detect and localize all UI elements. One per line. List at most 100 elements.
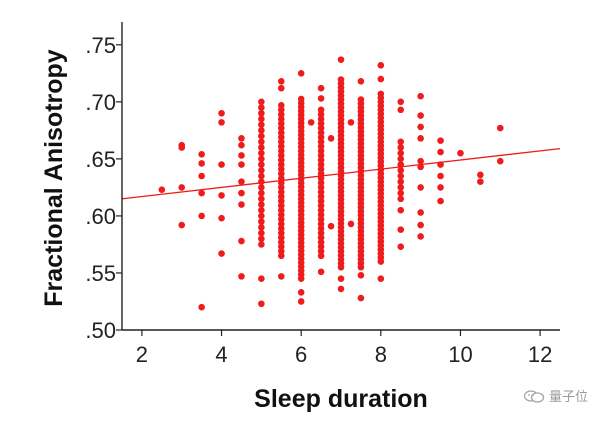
- y-tick-label: .75: [85, 33, 116, 58]
- data-point: [437, 148, 444, 156]
- data-point: [317, 220, 325, 228]
- data-point: [277, 220, 285, 228]
- data-point: [258, 144, 265, 151]
- data-point: [317, 202, 325, 209]
- data-point: [277, 165, 285, 173]
- x-tick-label: 8: [375, 342, 387, 367]
- data-point: [297, 95, 305, 103]
- data-point: [317, 95, 325, 102]
- data-point: [397, 155, 405, 163]
- data-point: [258, 184, 265, 191]
- data-point: [277, 229, 285, 237]
- data-point: [317, 165, 325, 173]
- data-point: [397, 138, 405, 146]
- data-point: [277, 106, 285, 114]
- data-point: [317, 216, 325, 223]
- data-point: [277, 170, 285, 178]
- data-point: [277, 129, 285, 136]
- data-point: [277, 101, 285, 109]
- data-point: [277, 247, 285, 255]
- data-point: [327, 135, 335, 142]
- data-point: [337, 76, 345, 83]
- data-point: [258, 201, 265, 208]
- data-point: [198, 172, 205, 180]
- data-point: [317, 106, 325, 114]
- data-point: [496, 124, 504, 132]
- data-point: [477, 178, 484, 186]
- data-point: [277, 243, 285, 251]
- data-point: [317, 84, 325, 92]
- data-point: [397, 172, 405, 180]
- data-point: [277, 188, 285, 196]
- data-point: [277, 238, 285, 246]
- data-point: [258, 189, 265, 197]
- y-axis-title: Fractional Anisotropy: [40, 49, 68, 307]
- data-point: [437, 137, 444, 144]
- data-point: [277, 211, 285, 219]
- data-point: [258, 212, 265, 220]
- data-point: [238, 161, 245, 168]
- data-point: [317, 211, 325, 219]
- data-point: [377, 75, 385, 83]
- data-point: [317, 156, 325, 164]
- data-point: [277, 138, 285, 146]
- data-point: [277, 147, 285, 155]
- data-point: [277, 273, 285, 280]
- data-point: [317, 111, 325, 118]
- data-point: [317, 238, 325, 246]
- data-point: [198, 189, 205, 197]
- data-point: [317, 229, 325, 237]
- data-point: [238, 141, 245, 149]
- data-point: [277, 193, 285, 200]
- data-point: [277, 216, 285, 223]
- data-point: [317, 206, 325, 214]
- data-point: [327, 222, 335, 230]
- data-point: [158, 186, 166, 193]
- data-point: [317, 124, 325, 132]
- data-point: [397, 166, 405, 174]
- y-tick-label: .65: [85, 147, 116, 172]
- data-point: [377, 62, 385, 69]
- watermark-text: 量子位: [548, 390, 588, 405]
- data-point: [258, 229, 265, 237]
- data-point: [397, 98, 405, 106]
- data-point: [437, 172, 444, 180]
- data-point: [277, 143, 285, 150]
- data-point: [437, 184, 444, 191]
- data-point: [238, 237, 245, 245]
- x-tick-label: 4: [215, 342, 227, 367]
- data-point: [238, 201, 245, 208]
- x-axis-title: Sleep duration: [254, 385, 428, 413]
- data-point: [178, 221, 186, 229]
- data-point: [417, 135, 424, 142]
- data-point: [258, 127, 265, 134]
- data-point: [277, 115, 285, 123]
- data-point: [238, 189, 245, 197]
- y-axis-ticks: .50 .55 .60 .65 .70 .75: [85, 33, 122, 343]
- data-point: [397, 226, 405, 233]
- y-tick-label: .70: [85, 90, 116, 115]
- data-point: [218, 214, 225, 222]
- data-point: [258, 138, 265, 146]
- data-point: [417, 233, 424, 240]
- data-point: [417, 184, 424, 191]
- data-point: [347, 220, 355, 228]
- data-point: [258, 121, 265, 128]
- data-point: [258, 178, 265, 186]
- data-point: [317, 152, 325, 159]
- data-point: [277, 78, 285, 85]
- data-point: [178, 184, 186, 191]
- data-point: [258, 115, 265, 123]
- data-point: [397, 184, 405, 191]
- data-point: [317, 225, 325, 232]
- data-point: [277, 152, 285, 159]
- data-point: [258, 241, 265, 248]
- data-point: [277, 156, 285, 164]
- data-point: [277, 197, 285, 205]
- data-point: [258, 218, 265, 225]
- data-point: [417, 221, 424, 229]
- data-point: [218, 119, 225, 126]
- data-point: [397, 189, 405, 197]
- data-point: [337, 275, 345, 282]
